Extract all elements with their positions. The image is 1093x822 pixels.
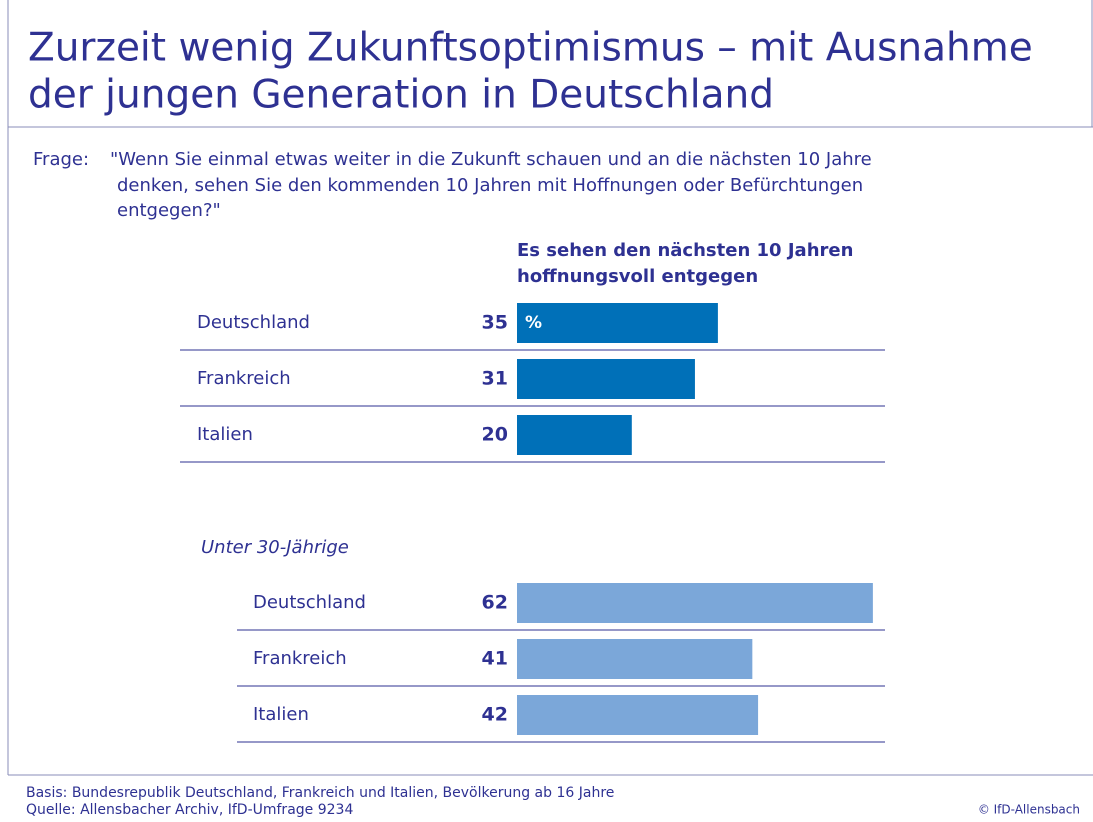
question-label: Frage:	[33, 149, 89, 170]
bar	[517, 695, 759, 735]
bar	[517, 303, 718, 343]
value-label: 35	[482, 312, 508, 334]
category-label: Italien	[253, 704, 309, 725]
value-label: 42	[482, 704, 508, 726]
category-label: Frankreich	[253, 648, 347, 669]
title-line: Zurzeit wenig Zukunftsoptimismus – mit A…	[28, 26, 1033, 71]
category-label: Deutschland	[253, 592, 366, 613]
category-label: Deutschland	[197, 312, 310, 333]
question-line: entgegen?"	[117, 200, 221, 221]
question-line: "Wenn Sie einmal etwas weiter in die Zuk…	[110, 149, 872, 170]
value-label: 62	[482, 592, 508, 614]
value-label: 41	[482, 648, 508, 670]
bar	[517, 639, 753, 679]
bar	[517, 359, 695, 399]
category-label: Italien	[197, 424, 253, 445]
group-label: Unter 30-Jährige	[201, 537, 349, 558]
value-label: 20	[482, 424, 508, 446]
bar	[517, 415, 632, 455]
copyright: © IfD-Allensbach	[978, 803, 1080, 817]
bar	[517, 583, 873, 623]
value-label: 31	[482, 368, 508, 390]
category-label: Frankreich	[197, 368, 291, 389]
footer-line: Quelle: Allensbacher Archiv, IfD-Umfrage…	[26, 802, 353, 818]
footer-line: Basis: Bundesrepublik Deutschland, Frank…	[26, 785, 614, 801]
heading-line: Es sehen den nächsten 10 Jahren	[517, 240, 853, 261]
question-line: denken, sehen Sie den kommenden 10 Jahre…	[117, 175, 863, 196]
unit-label: %	[525, 313, 542, 333]
title-line: der jungen Generation in Deutschland	[28, 73, 774, 118]
heading-line: hoffnungsvoll entgegen	[517, 266, 758, 287]
